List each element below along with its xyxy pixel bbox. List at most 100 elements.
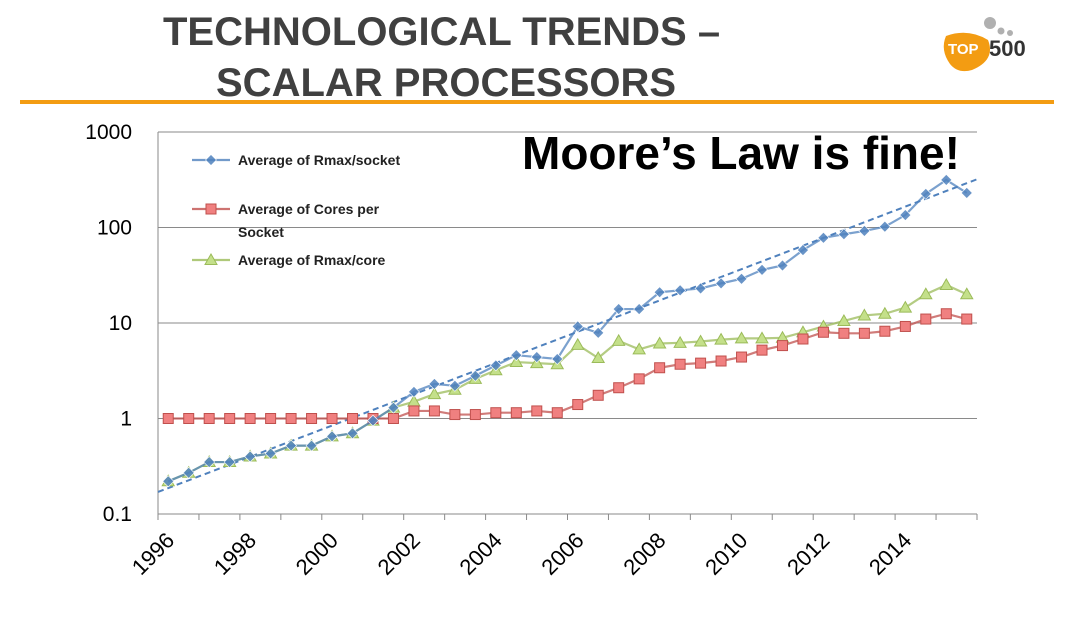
data-point bbox=[878, 220, 891, 233]
data-point bbox=[858, 225, 871, 237]
data-point bbox=[756, 344, 768, 356]
data-point bbox=[674, 358, 686, 370]
logo-text-500: 500 bbox=[989, 36, 1026, 61]
data-point bbox=[448, 379, 461, 392]
data-point bbox=[387, 413, 399, 424]
data-point bbox=[633, 373, 645, 385]
chart-grid bbox=[158, 131, 977, 515]
data-point bbox=[427, 387, 442, 400]
y-axis-ticks: 0.1 1 10 100 1000 bbox=[85, 121, 132, 526]
top500-logo: TOP 500 bbox=[943, 17, 1026, 72]
data-point bbox=[838, 327, 850, 339]
data-point bbox=[735, 272, 748, 285]
data-point bbox=[858, 327, 870, 339]
y-tick-label: 100 bbox=[97, 217, 132, 240]
legend-entry: Average of Rmax/core bbox=[192, 252, 386, 268]
series-square bbox=[162, 308, 973, 424]
data-point bbox=[182, 466, 195, 479]
data-point bbox=[693, 334, 708, 347]
slide-title-line-1: TECHNOLOGICAL TRENDS – bbox=[163, 10, 721, 54]
chart-title: Moore’s Law is fine! bbox=[522, 127, 960, 179]
y-tick-label: 10 bbox=[109, 312, 132, 335]
data-point bbox=[674, 284, 687, 297]
data-point bbox=[920, 313, 932, 325]
data-point bbox=[857, 308, 872, 321]
y-tick-label: 1000 bbox=[85, 121, 132, 144]
slide-title-line-2: SCALAR PROCESSORS bbox=[216, 61, 677, 105]
data-point bbox=[673, 335, 687, 348]
data-point bbox=[510, 349, 523, 362]
data-point bbox=[428, 405, 440, 417]
y-tick-label: 0.1 bbox=[103, 503, 132, 526]
data-point bbox=[797, 244, 809, 257]
data-point bbox=[879, 325, 891, 337]
data-point bbox=[326, 430, 338, 443]
data-point bbox=[694, 282, 707, 295]
data-point bbox=[939, 277, 954, 290]
data-point bbox=[940, 308, 952, 320]
chart-axes bbox=[157, 132, 978, 520]
data-point bbox=[919, 187, 932, 200]
data-point bbox=[346, 427, 359, 440]
data-point bbox=[961, 313, 973, 325]
data-point bbox=[489, 359, 502, 372]
legend-entry: Average of Rmax/socket bbox=[192, 152, 400, 168]
x-tick-label: 2008 bbox=[618, 528, 670, 580]
data-point bbox=[469, 409, 481, 421]
data-point bbox=[162, 413, 174, 424]
data-point bbox=[469, 369, 482, 382]
data-point bbox=[715, 355, 727, 367]
legend-label: Socket bbox=[238, 224, 284, 240]
data-point bbox=[551, 407, 563, 419]
x-tick-label: 1996 bbox=[127, 528, 179, 580]
data-point bbox=[817, 231, 830, 244]
series-line bbox=[167, 178, 968, 483]
data-point bbox=[695, 357, 707, 369]
x-tick-label: 2006 bbox=[536, 528, 588, 580]
data-point bbox=[408, 385, 420, 398]
data-point bbox=[183, 413, 195, 424]
data-point bbox=[490, 407, 502, 419]
trendline bbox=[157, 178, 978, 493]
data-point bbox=[776, 259, 789, 272]
x-tick-label: 2004 bbox=[455, 528, 507, 580]
data-point bbox=[959, 287, 974, 300]
data-point bbox=[509, 355, 524, 368]
data-point bbox=[570, 337, 585, 350]
data-point bbox=[797, 333, 809, 345]
x-axis-ticks: 1996 1998 2000 2002 2004 2006 2008 2010 2012 2014 bbox=[127, 528, 916, 580]
data-point bbox=[592, 326, 605, 339]
data-point bbox=[878, 306, 892, 319]
data-point bbox=[244, 413, 256, 424]
data-point bbox=[203, 456, 216, 468]
data-point bbox=[387, 401, 400, 414]
data-point bbox=[326, 413, 338, 424]
data-point bbox=[653, 286, 666, 299]
data-point bbox=[734, 331, 749, 344]
data-point bbox=[715, 277, 727, 290]
data-point bbox=[756, 263, 768, 276]
data-point bbox=[776, 340, 788, 352]
data-point bbox=[652, 336, 667, 349]
data-point bbox=[285, 413, 297, 424]
series-triangle bbox=[161, 277, 974, 487]
series-line bbox=[168, 312, 968, 420]
title-divider bbox=[20, 100, 1054, 104]
data-point bbox=[654, 362, 666, 374]
x-tick-label: 2010 bbox=[700, 528, 752, 580]
y-tick-label: 1 bbox=[120, 408, 132, 431]
data-point bbox=[611, 333, 626, 346]
data-point bbox=[572, 399, 584, 411]
data-point bbox=[632, 342, 647, 355]
series-group bbox=[161, 173, 974, 488]
legend-marker bbox=[204, 252, 218, 265]
series-line bbox=[167, 283, 968, 483]
data-point bbox=[837, 228, 850, 241]
data-point bbox=[898, 300, 913, 313]
legend-label: Average of Rmax/core bbox=[238, 252, 386, 268]
series-diamond bbox=[162, 173, 973, 488]
data-point bbox=[264, 447, 277, 460]
data-point bbox=[960, 187, 973, 199]
legend-label: Average of Cores per bbox=[238, 201, 380, 217]
